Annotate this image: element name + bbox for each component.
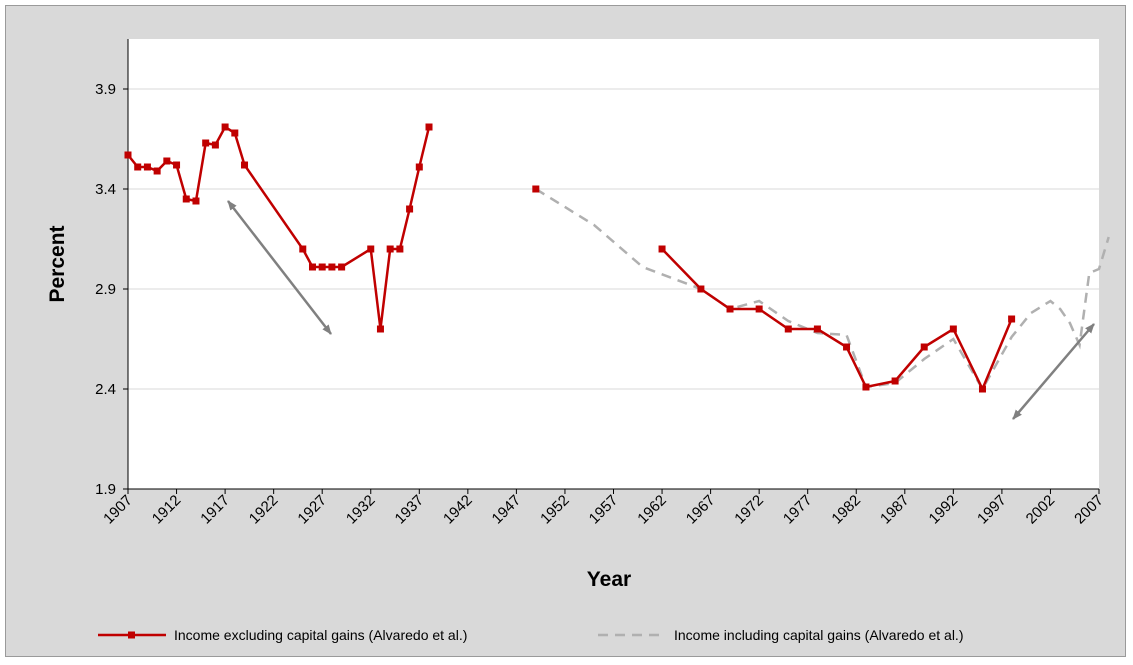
x-tick-label: 1962 [634,492,670,528]
data-point-excluding [202,139,210,147]
data-point-excluding [173,161,181,169]
x-tick-label: 1947 [489,492,525,528]
legend: Income excluding capital gains (Alvaredo… [98,627,964,643]
x-tick-label: 1937 [392,492,428,528]
data-point-excluding [124,151,132,159]
x-tick-label: 2002 [1023,492,1059,528]
chart-frame: 1.9 2.4 2.9 3.4 3.9 1907 1912 1917 1922 1927 1932… [5,5,1126,657]
data-point-excluding [163,157,171,165]
data-point-excluding [318,263,326,271]
x-axis-title: Year [587,568,631,591]
data-point-excluding [143,163,151,171]
data-point-excluding [241,161,249,169]
data-point-excluding [299,245,307,253]
data-point-excluding [658,245,666,253]
data-point-excluding [1008,315,1016,323]
data-point-excluding [376,325,384,333]
x-tick-label: 1997 [974,492,1010,528]
data-point-excluding [755,305,763,313]
data-point-excluding [328,263,336,271]
data-point-excluding [920,343,928,351]
data-point-excluding [367,245,375,253]
y-tick-labels: 1.9 2.4 2.9 3.4 3.9 [95,81,128,498]
x-tick-label: 1922 [246,492,282,528]
y-tick-label: 2.4 [95,381,116,398]
x-tick-label: 1957 [586,492,622,528]
data-point-excluding [192,197,200,205]
data-point-excluding [697,285,705,293]
chart-svg: 1.92.42.93.43.9 1907 1912 1917 1922 1927 1932… [46,39,1110,643]
x-tick-label: 1912 [149,492,185,528]
data-point-excluding [415,163,423,171]
legend-swatch-marker-excluding [128,631,135,639]
data-point-excluding [726,305,734,313]
data-point-excluding [862,383,870,391]
x-tick-label: 1967 [683,492,719,528]
y-tick-label: 1.9 [95,481,116,498]
data-point-excluding [949,325,957,333]
x-tick-label: 1992 [926,492,962,528]
x-tick-label: 1927 [294,492,330,528]
x-tick-label: 1952 [537,492,573,528]
data-point-excluding [338,263,346,271]
data-point-excluding [221,123,229,131]
series-excluding-capital-gains [124,123,1016,393]
y-tick-label: 2.9 [95,281,116,298]
x-tick-label: 1972 [731,492,767,528]
annotations [227,200,1095,420]
data-point-excluding [396,245,404,253]
trend-arrow-left [227,200,332,335]
x-tick-label: 1987 [877,492,913,528]
data-point-excluding [308,263,316,271]
x-tick-label: 1917 [197,492,233,528]
plot-area [128,39,1099,489]
data-point-excluding [211,141,219,149]
x-tick-label: 1932 [343,492,379,528]
y-tick-label: 3.9 [95,81,116,98]
x-tick-label: 1982 [828,492,864,528]
data-point-excluding [386,245,394,253]
data-point-excluding [134,163,142,171]
data-point-excluding [532,185,540,193]
data-point-excluding [784,325,792,333]
trend-arrow-right [1012,323,1095,420]
x-tick-label: 1942 [440,492,476,528]
y-tick-label: 3.4 [95,181,116,198]
y-axis-title: Percent [46,225,69,302]
legend-label-including: Income including capital gains (Alvaredo… [674,627,964,643]
data-point-excluding [153,167,161,175]
x-tick-label: 2007 [1071,492,1107,528]
data-point-excluding [406,205,414,213]
x-tick-label: 1977 [780,492,816,528]
data-point-excluding [843,343,851,351]
data-point-excluding [978,385,986,393]
data-point-excluding [231,129,239,137]
legend-label-excluding: Income excluding capital gains (Alvaredo… [174,627,467,643]
data-point-excluding [425,123,433,131]
data-point-excluding [182,195,190,203]
x-tick-labels: 1907 1912 1917 1922 1927 1932 1937 1942 1947 1952… [100,489,1107,527]
data-point-excluding [813,325,821,333]
data-point-excluding [891,377,899,385]
